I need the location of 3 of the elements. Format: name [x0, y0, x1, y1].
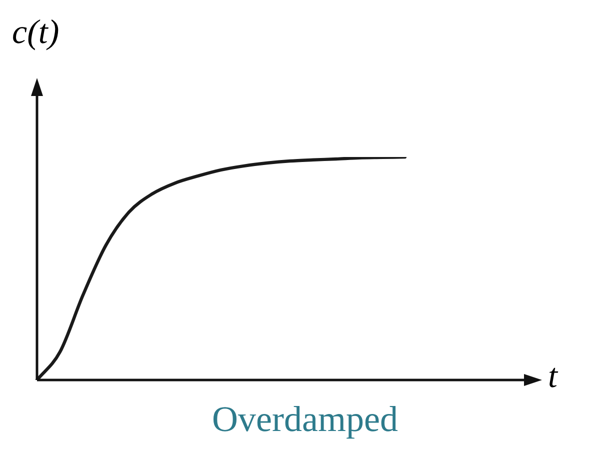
x-axis-title: t — [548, 358, 558, 396]
y-axis-title: c(t) — [12, 14, 60, 52]
text: Overdamped — [211, 398, 399, 440]
